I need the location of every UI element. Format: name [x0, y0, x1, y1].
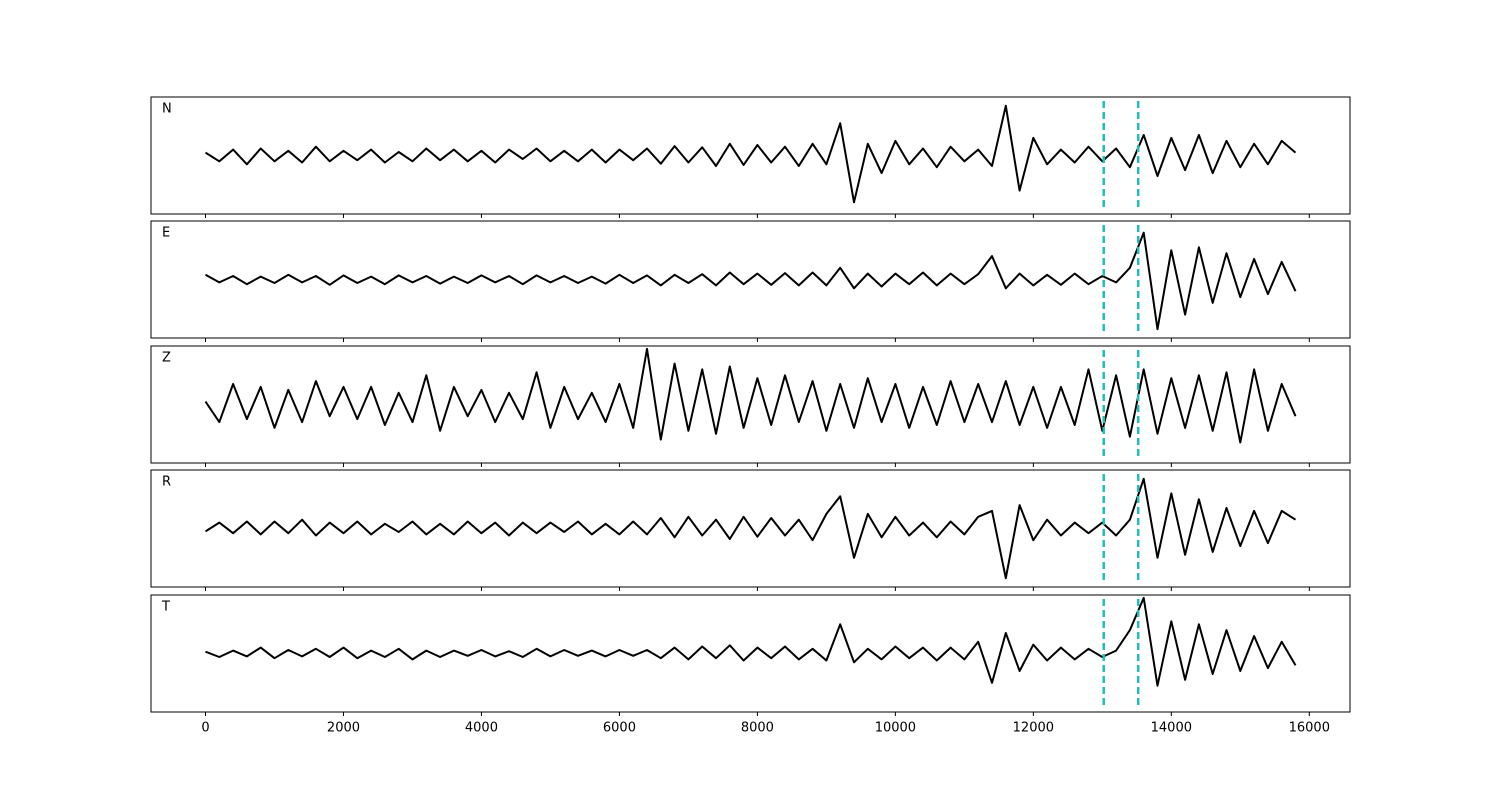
x-tick-label: 0 [201, 721, 209, 736]
panel-label: N [162, 102, 172, 117]
panel-frame [150, 469, 1351, 588]
trace [205, 231, 1297, 331]
panel-frame [150, 96, 1351, 215]
trace [205, 596, 1297, 687]
x-tick-label: 6000 [603, 721, 636, 736]
x-tick-label: 4000 [465, 721, 498, 736]
trace [204, 347, 1297, 444]
panel-frame [150, 594, 1351, 713]
x-tick-label: 8000 [741, 721, 774, 736]
panel-label: R [162, 475, 171, 490]
x-tick-label: 14000 [1151, 721, 1192, 736]
trace [204, 104, 1297, 204]
x-tick-label: 10000 [875, 721, 916, 736]
panel-label: Z [162, 351, 171, 366]
x-tick-label: 12000 [1013, 721, 1054, 736]
panel-label: T [161, 600, 170, 615]
panel-label: E [162, 226, 170, 241]
x-tick-label: 2000 [327, 721, 360, 736]
panel-frame [150, 220, 1351, 339]
trace [204, 477, 1297, 580]
x-tick-label: 16000 [1289, 721, 1330, 736]
panel-frame [150, 345, 1351, 464]
